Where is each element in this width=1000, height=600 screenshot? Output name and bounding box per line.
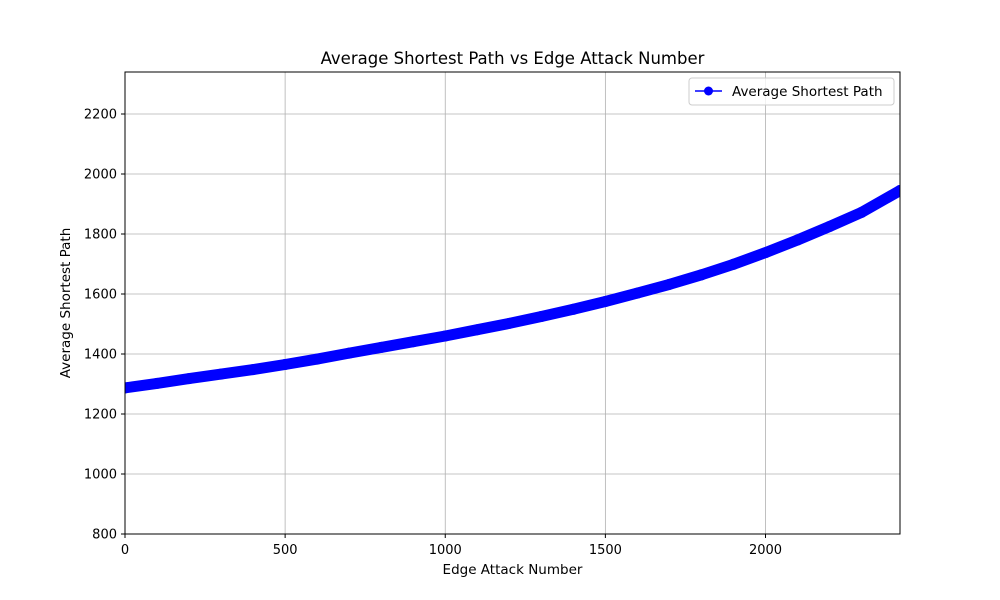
data-point — [631, 287, 643, 299]
legend-label: Average Shortest Path — [732, 84, 883, 100]
x-tick-label: 1000 — [429, 543, 462, 558]
axes-frame — [124, 71, 901, 535]
legend-marker-swatch — [704, 86, 713, 96]
data-point — [503, 317, 515, 329]
x-tick-label: 0 — [121, 543, 129, 558]
data-point — [599, 296, 611, 307]
y-tick-label: 1800 — [84, 228, 117, 243]
y-tick-label: 1400 — [84, 348, 117, 363]
data-point — [183, 373, 195, 385]
y-tick-label: 1000 — [84, 468, 117, 483]
x-tick-label: 2000 — [749, 543, 782, 558]
data-point — [567, 303, 579, 315]
data-point — [663, 278, 675, 290]
y-axis-label: Average Shortest Path — [58, 228, 74, 379]
data-point — [279, 359, 291, 370]
chart-title: Average Shortest Path vs Edge Attack Num… — [321, 49, 705, 68]
data-point — [343, 347, 355, 359]
data-point — [311, 353, 323, 365]
data-point — [792, 234, 804, 246]
data-point — [439, 330, 451, 342]
data-point — [856, 206, 868, 218]
y-tick-label: 1600 — [84, 288, 117, 303]
data-point — [535, 311, 547, 322]
data-point — [407, 336, 419, 348]
data-point — [151, 377, 163, 389]
data-point — [247, 364, 259, 376]
y-tick-label: 1200 — [84, 408, 117, 423]
data-point — [894, 185, 900, 196]
data-point — [375, 341, 387, 353]
data-point — [471, 324, 483, 336]
x-tick-label: 1500 — [589, 543, 622, 558]
legend-box — [688, 77, 895, 106]
data-point — [695, 269, 707, 281]
plot-area — [125, 185, 900, 394]
x-axis-label: Edge Attack Number — [443, 562, 583, 578]
ticks: 0 500 1000 1500 2000 800 1000 1200 1400 1600 1800 2… — [84, 108, 782, 559]
data-point — [824, 221, 836, 232]
data-point — [759, 247, 771, 259]
series-layer — [125, 185, 900, 394]
data-point — [215, 368, 227, 380]
legend: Average Shortest Path — [688, 77, 895, 106]
y-tick-label: 800 — [92, 528, 117, 543]
y-tick-label: 2000 — [84, 168, 117, 183]
grid — [124, 72, 900, 535]
data-point — [727, 258, 739, 270]
data-point — [125, 382, 131, 394]
y-tick-label: 2200 — [84, 108, 117, 123]
x-tick-label: 500 — [273, 543, 298, 558]
